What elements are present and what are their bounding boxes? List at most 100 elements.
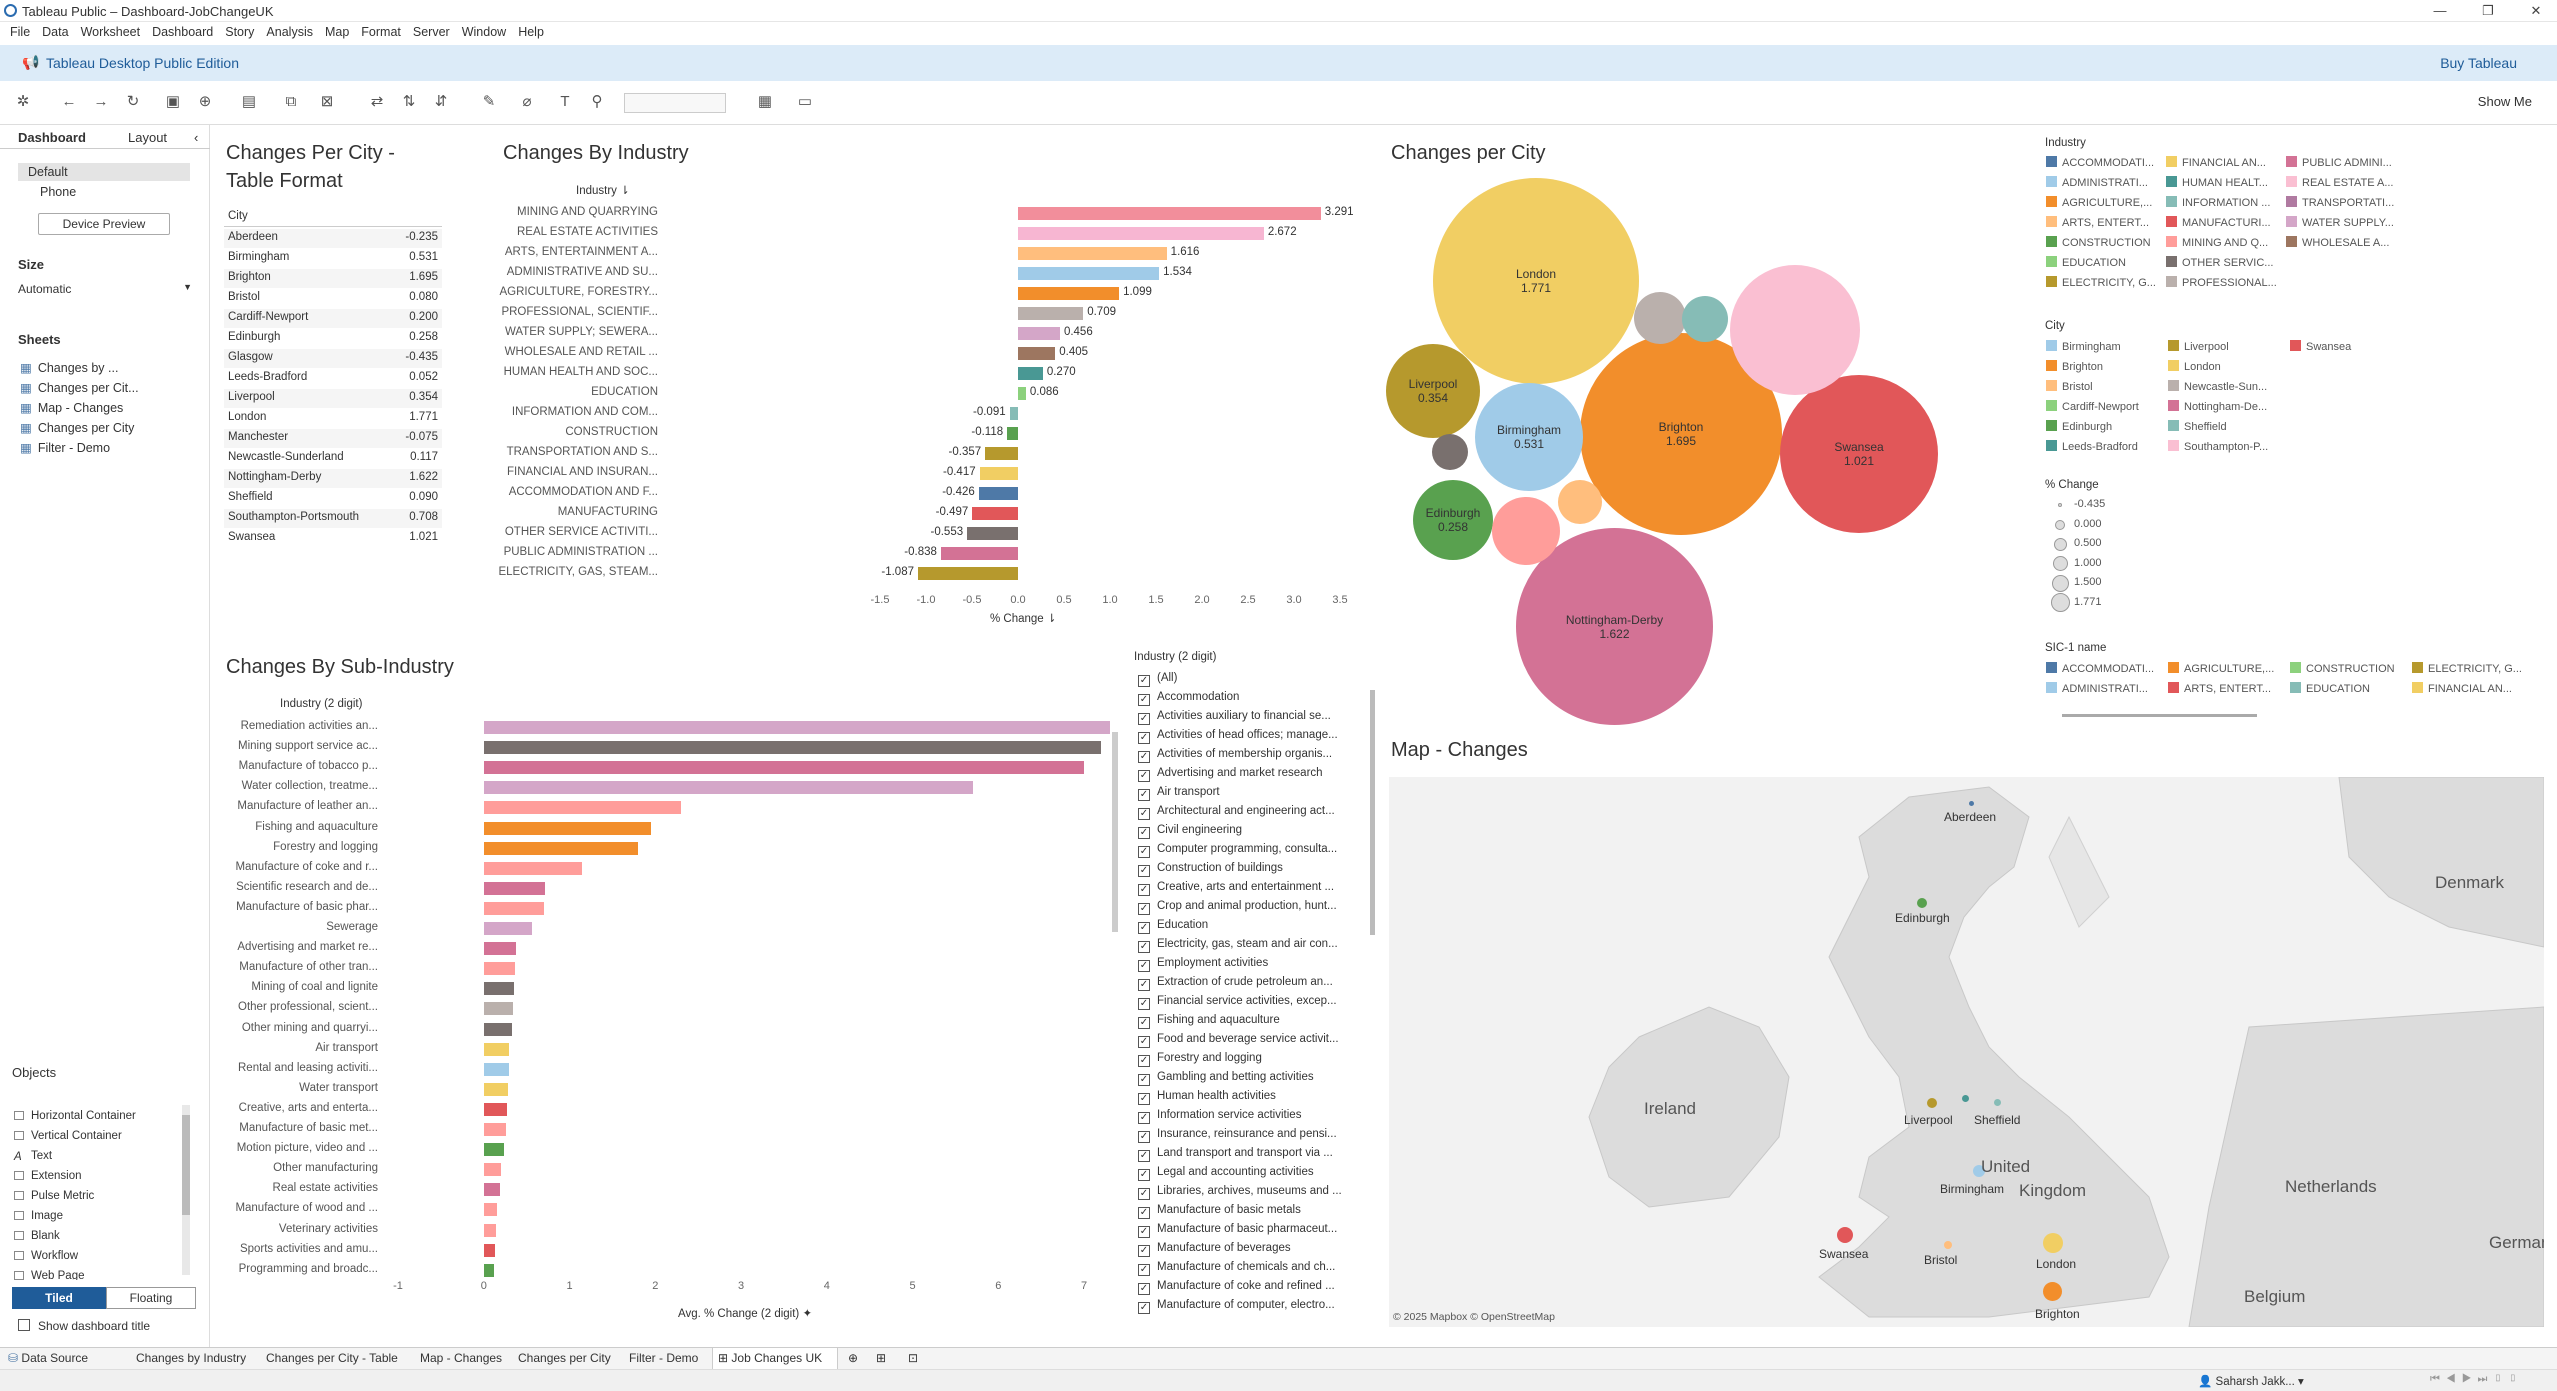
menu-help[interactable]: Help	[518, 25, 544, 39]
filter-checkbox-item[interactable]: ✓ Air transport	[1138, 786, 1358, 801]
city-bubble[interactable]	[1634, 292, 1686, 344]
close-icon[interactable]: ✕	[2530, 3, 2542, 18]
tab-dashboard[interactable]: Dashboard	[18, 130, 86, 145]
filter-checkbox-item[interactable]: ✓ Libraries, archives, museums and ...	[1138, 1185, 1358, 1200]
sheet-item[interactable]: ▦ Map - Changes	[20, 401, 124, 415]
subindustry-bar[interactable]	[483, 982, 514, 996]
subindustry-bar[interactable]	[483, 1022, 513, 1036]
legend-item[interactable]: Birmingham	[2046, 340, 2121, 353]
menu-data[interactable]: Data	[42, 25, 69, 39]
size-select[interactable]: Automatic ▼	[18, 282, 194, 300]
legend-item[interactable]: PROFESSIONAL...	[2166, 276, 2277, 289]
pager-icon[interactable]: ⏮◀▶⏭▯▯	[2430, 1373, 2524, 1385]
checkbox-checked-icon[interactable]: ✓	[1138, 903, 1150, 915]
floating-button[interactable]: Floating	[106, 1287, 196, 1309]
checkbox-checked-icon[interactable]: ✓	[1138, 846, 1150, 858]
industry-bar[interactable]	[985, 447, 1018, 460]
subindustry-bar[interactable]	[483, 1102, 507, 1116]
filter-checkbox-item[interactable]: ✓ Extraction of crude petroleum an...	[1138, 976, 1358, 991]
legend-scrollbar[interactable]	[2062, 714, 2257, 717]
checkbox-checked-icon[interactable]: ✓	[1138, 998, 1150, 1010]
subindustry-bar[interactable]	[483, 1123, 507, 1136]
filter-checkbox-item[interactable]: ✓ Computer programming, consulta...	[1138, 843, 1358, 858]
legend-item[interactable]: OTHER SERVIC...	[2166, 256, 2273, 269]
checkbox-checked-icon[interactable]: ✓	[1138, 770, 1150, 782]
industry-bar[interactable]	[1018, 347, 1056, 360]
map-marker[interactable]	[1973, 1165, 1985, 1177]
subindustry-bar[interactable]	[483, 1243, 495, 1257]
legend-item[interactable]: INFORMATION ...	[2166, 196, 2270, 209]
map-view[interactable]: Aberdeen Edinburgh Liverpool Sheffield B…	[1389, 777, 2544, 1327]
undo-icon[interactable]: ←	[61, 93, 77, 110]
minimize-icon[interactable]: —	[2433, 3, 2447, 18]
legend-item[interactable]: ARTS, ENTERT...	[2168, 682, 2271, 695]
filter-checkbox-item[interactable]: ✓ Accommodation	[1138, 691, 1358, 706]
legend-item[interactable]: Sheffield	[2168, 420, 2227, 433]
collapse-icon[interactable]: ‹	[194, 130, 199, 145]
legend-item[interactable]: AGRICULTURE,...	[2168, 662, 2274, 675]
checkbox-checked-icon[interactable]: ✓	[1138, 1245, 1150, 1257]
checkbox-checked-icon[interactable]: ✓	[1138, 1302, 1150, 1314]
legend-item[interactable]: TRANSPORTATI...	[2286, 196, 2394, 209]
table-row[interactable]	[224, 289, 442, 308]
save-icon[interactable]: ▣	[165, 93, 181, 110]
object-item[interactable]: Web Page	[14, 1270, 85, 1280]
city-bubble[interactable]	[1730, 265, 1860, 395]
filter-checkbox-item[interactable]: ✓ Manufacture of beverages	[1138, 1242, 1358, 1257]
subindustry-bar[interactable]	[483, 821, 651, 835]
sort-icon[interactable]: ⇂	[620, 185, 630, 197]
checkbox-checked-icon[interactable]: ✓	[1138, 751, 1150, 763]
city-bubble[interactable]	[1682, 296, 1728, 342]
checkbox-checked-icon[interactable]: ✓	[1138, 922, 1150, 934]
city-bubble[interactable]: Edinburgh 0.258	[1413, 480, 1493, 560]
filter-checkbox-item[interactable]: ✓ Information service activities	[1138, 1109, 1358, 1124]
filter-checkbox-item[interactable]: ✓ Manufacture of coke and refined ...	[1138, 1280, 1358, 1295]
legend-item[interactable]: AGRICULTURE,...	[2046, 196, 2152, 209]
checkbox-checked-icon[interactable]: ✓	[1138, 941, 1150, 953]
sort-icon[interactable]: ⇂	[1046, 613, 1057, 625]
city-bubble[interactable]: Liverpool 0.354	[1386, 344, 1480, 438]
subindustry-bar[interactable]	[483, 901, 544, 915]
new-dashboard-icon[interactable]: ⊞	[876, 1351, 887, 1365]
filter-checkbox-item[interactable]: ✓ Legal and accounting activities	[1138, 1166, 1358, 1181]
legend-item[interactable]: Leeds-Bradford	[2046, 440, 2138, 453]
subindustry-bar[interactable]	[483, 1002, 513, 1016]
sheet-item[interactable]: ▦ Changes by ...	[20, 361, 119, 375]
new-story-icon[interactable]: ⊡	[908, 1351, 919, 1365]
checkbox-checked-icon[interactable]: ✓	[1138, 1036, 1150, 1048]
legend-item[interactable]: WHOLESALE A...	[2286, 236, 2389, 249]
filter-checkbox-item[interactable]: ✓ Manufacture of basic metals	[1138, 1204, 1358, 1219]
tiled-button[interactable]: Tiled	[12, 1287, 106, 1309]
subindustry-bar[interactable]	[483, 741, 1102, 755]
table-row[interactable]	[224, 409, 442, 428]
legend-item[interactable]: ADMINISTRATI...	[2046, 682, 2148, 695]
show-title-checkbox[interactable]	[18, 1319, 30, 1331]
table-row[interactable]	[224, 249, 442, 268]
tab-data-source[interactable]: ⛁ Data Source	[8, 1351, 89, 1365]
filter-checkbox-item[interactable]: ✓ Gambling and betting activities	[1138, 1071, 1358, 1086]
filter-checkbox-item[interactable]: ✓ (All)	[1138, 672, 1358, 687]
checkbox-checked-icon[interactable]: ✓	[1138, 1093, 1150, 1105]
industry-bar[interactable]	[1018, 227, 1264, 240]
device-default[interactable]: Default	[28, 165, 68, 179]
table-row[interactable]	[224, 269, 442, 288]
subindustry-bar[interactable]	[483, 761, 1084, 775]
legend-item[interactable]: CONSTRUCTION	[2046, 236, 2151, 249]
menu-server[interactable]: Server	[412, 25, 450, 39]
legend-item[interactable]: REAL ESTATE A...	[2286, 176, 2394, 189]
industry-bar[interactable]	[1018, 247, 1167, 260]
filter-checkbox-item[interactable]: ✓ Food and beverage service activit...	[1138, 1033, 1358, 1048]
subindustry-bar[interactable]	[483, 1263, 495, 1277]
checkbox-checked-icon[interactable]: ✓	[1138, 884, 1150, 896]
filter-checkbox-item[interactable]: ✓ Forestry and logging	[1138, 1052, 1358, 1067]
device-default-row[interactable]	[18, 163, 190, 181]
checkbox-checked-icon[interactable]: ✓	[1138, 865, 1150, 877]
menu-window[interactable]: Window	[461, 25, 507, 39]
filter-checkbox-item[interactable]: ✓ Insurance, reinsurance and pensi...	[1138, 1128, 1358, 1143]
subindustry-bar[interactable]	[483, 942, 517, 956]
filter-checkbox-item[interactable]: ✓ Manufacture of computer, electro...	[1138, 1299, 1358, 1314]
industry-bar[interactable]	[1009, 407, 1018, 420]
filter-checkbox-item[interactable]: ✓ Civil engineering	[1138, 824, 1358, 839]
checkbox-checked-icon[interactable]: ✓	[1138, 732, 1150, 744]
checkbox-checked-icon[interactable]: ✓	[1138, 960, 1150, 972]
